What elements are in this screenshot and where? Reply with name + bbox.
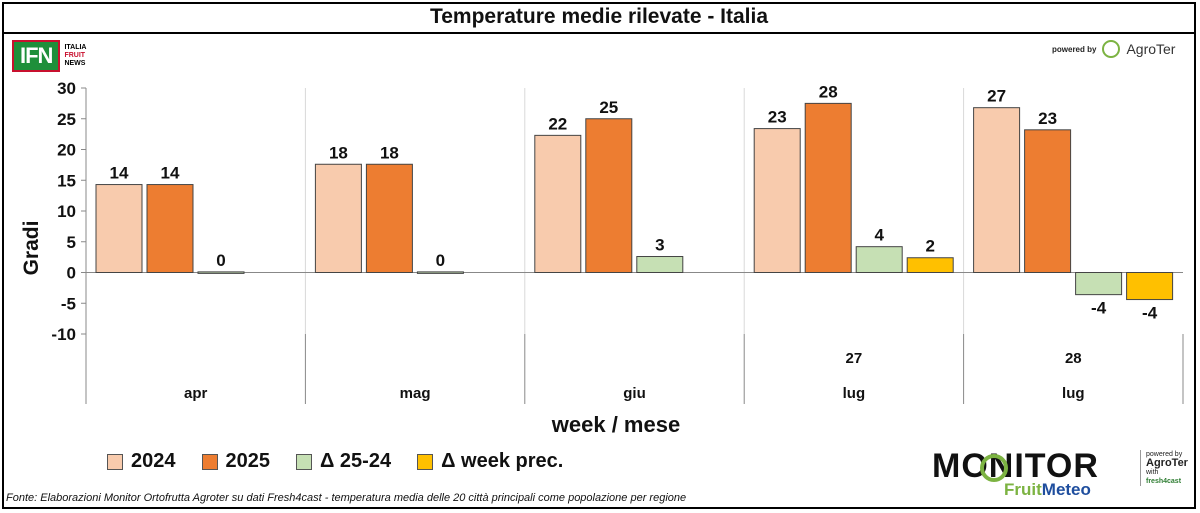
x-week-label: 27 [846,350,863,367]
legend-label-2024: 2024 [131,450,176,472]
monitor-with-label: with [1146,469,1159,476]
bar--25-24 [197,271,245,274]
monitor-agroter-brand: AgroTer [1146,457,1188,469]
legend-swatch-2025 [201,453,218,470]
data-label: 0 [436,251,445,270]
bar-2025 [365,163,413,273]
monitor-fruitmeteo-logo: MONITOR FruitMeteo powered by AgroTer wi… [932,448,1190,504]
legend-swatch-delta-25-24 [296,453,312,470]
data-label: 4 [874,226,884,245]
y-axis-title: Gradi [20,221,43,276]
x-week-label: 28 [1065,350,1082,367]
data-label: 18 [329,143,348,162]
bar--25-24 [416,271,464,274]
monitor-powered-by: powered by AgroTer with fresh4cast [1140,450,1188,486]
ifn-logo-mark: IFN [12,40,61,72]
legend-item-2025: 2025 [201,450,271,473]
ifn-logo-line2: FRUIT [64,52,86,59]
bar-2024 [534,134,582,273]
y-tick-label: -5 [61,294,76,313]
magnifier-icon [980,454,1008,482]
source-note: Fonte: Elaborazioni Monitor Ortofrutta A… [6,492,687,504]
data-label: -4 [1091,299,1107,318]
x-month-label: lug [843,385,866,402]
data-label: -4 [1142,304,1158,323]
bar--25-24 [1075,272,1123,296]
legend-item-delta-week-prec: Δ week prec. [417,450,563,473]
ifn-logo-text: ITALIA FRUIT NEWS [64,44,86,68]
fruit-word: Fruit [1004,480,1042,499]
data-label: 22 [548,114,567,133]
x-month-label: giu [623,385,646,402]
data-label: 0 [216,251,225,270]
ifn-logo: IFN ITALIA FRUIT NEWS [12,40,87,72]
y-tick-label: 15 [57,171,76,190]
legend-label-delta-25-24: Δ 25-24 [320,450,392,472]
data-label: 28 [819,82,838,101]
legend-item-2024: 2024 [107,450,176,473]
y-tick-label: 30 [57,79,76,98]
y-tick-label: 0 [67,264,76,283]
y-tick-label: 20 [57,141,76,160]
bar-2024 [95,184,143,273]
y-tick-label: 10 [57,202,76,221]
data-label: 3 [655,236,664,255]
bar--week-prec- [906,257,954,273]
monitor-powered-label: powered by [1146,451,1183,458]
chart-title: Temperature medie rilevate - Italia [429,5,769,28]
y-tick-label: 5 [67,233,76,252]
legend-swatch-delta-week-prec [417,453,434,470]
bar-2025 [804,102,852,273]
bar--25-24 [855,246,903,273]
monitor-word: MONITOR [932,447,1099,485]
data-label: 27 [987,87,1006,106]
data-label: 18 [380,143,399,162]
legend-swatch-2024 [107,453,123,470]
data-label: 2 [925,237,934,256]
x-month-label: lug [1062,385,1085,402]
bar-2024 [753,128,801,273]
x-axis-title: week / mese [551,412,680,437]
title-bar: Temperature medie rilevate - Italia [2,2,1196,34]
y-tick-label: 25 [57,110,76,129]
meteo-word: Meteo [1041,480,1091,499]
data-label: 23 [768,108,787,127]
fruitmeteo-word: FruitMeteo [1004,480,1091,500]
legend-label-2025: 2025 [225,450,271,472]
data-label: 14 [161,164,180,183]
ifn-logo-line1: ITALIA [64,44,87,51]
agroter-logo-icon [1102,40,1121,58]
data-label: 14 [110,164,129,183]
legend-item-delta-25-24: Δ 25-24 [296,450,391,473]
ifn-logo-line3: NEWS [64,60,86,67]
bar-2024 [973,107,1021,274]
bar--week-prec- [1126,272,1174,301]
powered-by-label: powered by [1052,44,1097,54]
data-label: 25 [599,98,618,117]
bar--25-24 [636,256,684,274]
x-month-label: mag [400,385,431,402]
legend: 2024 2025 Δ 25-24 Δ week prec. [107,450,563,473]
legend-label-delta-week-prec: Δ week prec. [441,450,564,472]
x-month-label: apr [184,385,208,402]
powered-by-agroter: powered by AgroTer [1052,40,1175,58]
bar-2025 [146,184,194,273]
bar-2025 [1024,129,1072,273]
fresh4cast-brand: fresh4cast [1146,478,1182,485]
bar-2024 [314,163,362,273]
bar-2025 [585,118,633,273]
data-label: 23 [1038,109,1057,128]
y-tick-label: -10 [51,325,76,344]
agroter-brand: AgroTer [1126,41,1176,57]
